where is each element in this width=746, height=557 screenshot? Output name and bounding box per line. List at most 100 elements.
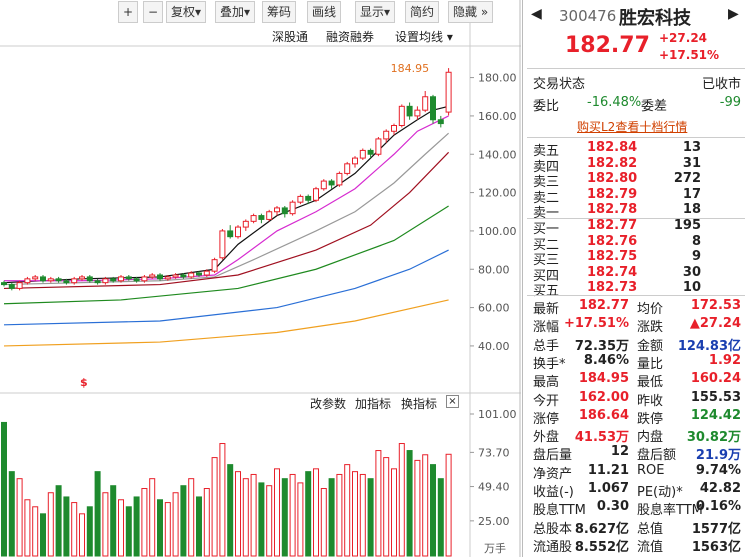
book-label: 买二 bbox=[533, 237, 560, 253]
stat-value: 41.53万 bbox=[574, 430, 629, 446]
stat-label: 换手* bbox=[533, 356, 566, 372]
candle-body bbox=[383, 130, 390, 140]
book-label: 买四 bbox=[533, 268, 560, 284]
candle-body bbox=[430, 96, 436, 121]
toolbar-button[interactable]: 简约 bbox=[405, 1, 440, 23]
volume-bar bbox=[344, 464, 351, 557]
volume-bar bbox=[63, 496, 70, 557]
book-volume: 30 bbox=[682, 264, 701, 280]
y-tick-label: 40.00 bbox=[478, 340, 510, 353]
volume-bar bbox=[422, 454, 429, 557]
l2-link[interactable]: 购买L2查看十档行情 bbox=[577, 120, 688, 134]
stat-value: 8.552亿 bbox=[574, 539, 629, 555]
indicator-button[interactable]: 改参数 bbox=[310, 397, 347, 411]
volume-bar bbox=[203, 488, 210, 557]
toolbar-button[interactable]: 显示▾ bbox=[355, 1, 396, 23]
volume-bar bbox=[430, 464, 436, 557]
sub-button[interactable]: 深股通 bbox=[272, 30, 309, 44]
stat-label: 昨收 bbox=[637, 393, 664, 409]
y-tick-label: 140.00 bbox=[478, 148, 517, 161]
signal-marker: $ bbox=[80, 376, 88, 389]
candle-body bbox=[274, 207, 280, 213]
toolbar-button[interactable]: 复权▾ bbox=[166, 1, 207, 23]
stat-value: 172.53 bbox=[690, 298, 741, 313]
candle-body bbox=[118, 276, 124, 282]
sub-button[interactable]: 设置均线 ▾ bbox=[395, 30, 453, 44]
candle-body bbox=[8, 284, 15, 289]
book-price: 182.75 bbox=[587, 249, 638, 264]
y-tick-label: 101.00 bbox=[478, 408, 517, 421]
volume-bar bbox=[383, 457, 390, 557]
toolbar-button[interactable]: − bbox=[143, 1, 164, 23]
stat-label: 股息率TTM bbox=[637, 503, 703, 519]
close-button[interactable]: × bbox=[446, 395, 459, 408]
candle-body bbox=[55, 278, 62, 282]
stat-value: ▲27.24 bbox=[689, 316, 741, 332]
stat-value: 124.42 bbox=[690, 407, 741, 423]
book-volume: 195 bbox=[673, 218, 701, 233]
stat-value: 42.82 bbox=[699, 481, 741, 496]
candle-body bbox=[289, 201, 296, 215]
volume-bar bbox=[258, 482, 265, 557]
candle-body bbox=[367, 149, 374, 155]
volume-bar bbox=[32, 506, 39, 557]
candle-body bbox=[180, 274, 187, 278]
volume-bar bbox=[110, 485, 117, 557]
candle-body bbox=[297, 195, 304, 203]
candle-body bbox=[219, 230, 226, 259]
toolbar-button[interactable]: 隐藏 » bbox=[448, 1, 494, 23]
book-price: 182.73 bbox=[587, 280, 638, 295]
moving-average bbox=[3, 205, 449, 305]
book-volume: 9 bbox=[691, 249, 701, 264]
volume-bar bbox=[375, 450, 382, 557]
volume-bar bbox=[445, 453, 452, 557]
book-price: 182.78 bbox=[587, 202, 638, 217]
stat-label: 盘后额 bbox=[637, 448, 677, 464]
volume-bar bbox=[79, 513, 85, 557]
candle-body bbox=[305, 195, 312, 201]
volume-bar bbox=[359, 473, 366, 557]
volume-bar bbox=[125, 506, 132, 557]
candle-body bbox=[24, 278, 31, 284]
stat-value: 1563亿 bbox=[691, 539, 741, 555]
candle-body bbox=[164, 276, 171, 280]
arrow: ◀ bbox=[531, 6, 542, 22]
volume-bar bbox=[86, 506, 93, 557]
stat-value: 8.46% bbox=[583, 352, 629, 368]
candle-body bbox=[71, 278, 78, 284]
y-tick-label: 60.00 bbox=[478, 302, 510, 315]
stat-label: 均价 bbox=[637, 302, 664, 317]
book-volume: 272 bbox=[673, 171, 701, 186]
high-label: 184.95 bbox=[391, 62, 430, 75]
stat-value: 0.30 bbox=[596, 499, 629, 515]
toolbar-button[interactable]: 筹码 bbox=[262, 1, 297, 23]
stat-label: 今开 bbox=[533, 393, 560, 409]
y-tick-label: 180.00 bbox=[478, 72, 517, 85]
stat-label: 流通股 bbox=[533, 539, 573, 555]
volume-bar bbox=[281, 478, 288, 557]
volume-bar bbox=[141, 488, 148, 557]
volume-bar bbox=[55, 485, 62, 557]
stat-label: 涨幅 bbox=[533, 320, 560, 336]
candle-body bbox=[235, 226, 241, 238]
label: 委比 bbox=[533, 99, 560, 114]
indicator-button[interactable]: 换指标 bbox=[401, 397, 438, 411]
toolbar-button[interactable]: 画线 bbox=[307, 1, 342, 23]
stat-value: 186.64 bbox=[578, 407, 629, 423]
toolbar-button[interactable]: 叠加▾ bbox=[215, 1, 256, 23]
book-volume: 18 bbox=[682, 202, 701, 217]
volume-bar bbox=[398, 443, 405, 557]
book-price: 182.76 bbox=[587, 233, 638, 249]
toolbar-button[interactable]: + bbox=[118, 1, 139, 23]
candle-body bbox=[110, 278, 117, 282]
book-label: 卖二 bbox=[533, 190, 560, 206]
indicator-button[interactable]: 加指标 bbox=[355, 397, 392, 411]
sub-button[interactable]: 融资融券 bbox=[326, 30, 375, 44]
stat-label: 流值 bbox=[637, 539, 664, 555]
candle-body bbox=[375, 138, 382, 155]
stat-label: 收益(-) bbox=[533, 485, 574, 500]
candle-body bbox=[313, 188, 319, 201]
stat-value: 1577亿 bbox=[691, 521, 741, 537]
candle-body bbox=[1, 282, 7, 286]
volume-bar bbox=[266, 485, 273, 557]
